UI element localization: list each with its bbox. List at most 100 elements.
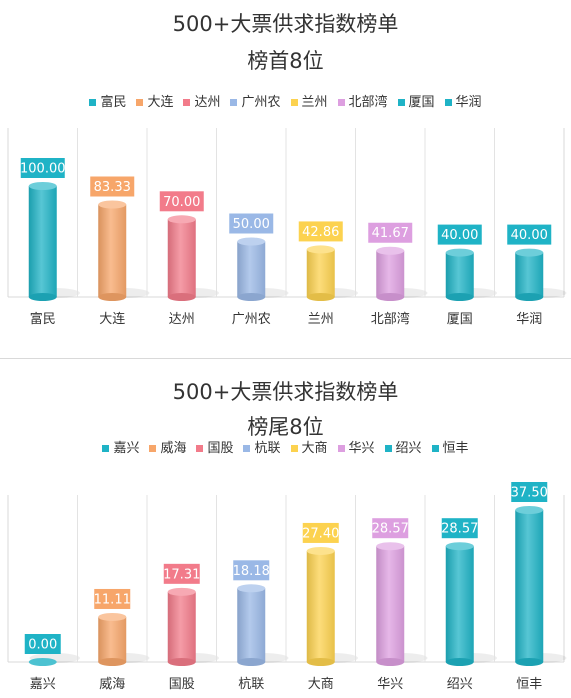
bar-top — [445, 248, 474, 257]
legend-item: 大商 — [290, 437, 328, 456]
category-label: 国股 — [169, 677, 195, 692]
bar-top — [306, 546, 335, 555]
legend-item: 富民 — [89, 91, 126, 110]
legend-swatch — [196, 445, 204, 452]
bar-base — [445, 293, 474, 301]
bar — [376, 546, 405, 662]
legend-swatch — [149, 445, 157, 452]
legend-label: 厦国 — [408, 95, 435, 110]
bar-top — [515, 506, 544, 514]
data-label-box — [507, 224, 552, 245]
data-label: 70.00 — [163, 195, 200, 210]
chart-bottom-subtitle: 榜尾8位 — [247, 415, 324, 439]
category-label: 恒丰 — [516, 677, 542, 692]
data-label: 37.50 — [511, 486, 548, 501]
legend-item: 大连 — [136, 91, 173, 110]
category-label: 北部湾 — [371, 311, 410, 327]
bar — [445, 252, 474, 297]
legend-swatch — [102, 445, 110, 452]
data-label: 28.57 — [441, 522, 478, 537]
bar — [98, 204, 127, 297]
data-label: 0.00 — [28, 638, 57, 653]
data-label: 50.00 — [233, 217, 270, 232]
legend-label: 国股 — [207, 441, 234, 456]
bar-top — [167, 215, 196, 224]
data-label: 17.31 — [163, 567, 200, 582]
legend-swatch — [89, 99, 97, 106]
bar-base — [167, 293, 196, 301]
bar — [515, 252, 544, 297]
data-label: 40.00 — [511, 228, 548, 243]
bar-top — [98, 200, 127, 209]
legend-swatch — [230, 99, 238, 106]
legend-item: 华兴 — [337, 437, 375, 456]
data-label-box — [298, 221, 343, 242]
legend-item: 达州 — [183, 91, 220, 110]
chart-bottom-title: 500+大票供求指数榜单 — [172, 380, 399, 404]
category-label: 华兴 — [377, 677, 403, 692]
legend-label: 达州 — [194, 95, 221, 110]
data-label: 83.33 — [94, 180, 131, 195]
category-label: 华润 — [516, 312, 542, 327]
bar — [237, 588, 266, 662]
category-label: 富民 — [30, 311, 56, 327]
legend-swatch — [337, 445, 345, 452]
data-label-box — [159, 191, 204, 212]
category-label: 绍兴 — [447, 677, 473, 692]
bar-base — [237, 293, 266, 301]
bar — [306, 249, 335, 297]
legend-label: 兰州 — [301, 95, 328, 110]
legend-label: 大商 — [301, 441, 328, 456]
bar — [445, 546, 474, 662]
legend-item: 华润 — [444, 91, 482, 110]
data-label-box — [368, 222, 413, 243]
legend-item: 厦国 — [397, 91, 435, 110]
data-label-box — [163, 563, 200, 584]
data-label-box — [302, 522, 339, 543]
category-label: 杭联 — [238, 677, 264, 692]
bar-top — [237, 237, 266, 246]
chart-top-title: 500+大票供求指数榜单 — [172, 12, 399, 36]
legend-label: 富民 — [100, 95, 127, 110]
category-label: 达州 — [169, 312, 195, 327]
legend-swatch — [136, 99, 144, 106]
bar — [167, 219, 196, 297]
category-label: 大连 — [99, 311, 125, 327]
bar-base — [515, 658, 544, 666]
legend-swatch — [431, 445, 439, 452]
bar — [515, 510, 544, 662]
legend-item: 兰州 — [290, 91, 328, 110]
legend-item: 恒丰 — [431, 437, 469, 456]
category-label: 厦国 — [447, 312, 473, 327]
data-label: 28.57 — [372, 522, 409, 537]
bar — [28, 658, 57, 666]
data-label-box — [94, 588, 131, 609]
legend-swatch — [290, 445, 298, 452]
legend-item: 威海 — [149, 437, 186, 456]
data-label: 42.86 — [302, 225, 339, 240]
data-label: 100.00 — [20, 162, 66, 177]
data-label-box — [372, 518, 409, 539]
bar — [237, 241, 266, 297]
legend-swatch — [384, 445, 392, 452]
bar — [98, 616, 127, 662]
legend-label: 华润 — [455, 95, 482, 110]
bar-top — [237, 584, 266, 593]
data-label: 18.18 — [233, 564, 270, 579]
chart-top-subtitle: 榜首8位 — [247, 49, 324, 73]
bar-base — [98, 293, 127, 301]
data-label-box — [20, 158, 65, 178]
legend-item: 绍兴 — [384, 437, 422, 456]
data-label-box — [511, 482, 548, 502]
legend-item: 嘉兴 — [102, 437, 139, 456]
chart-top-legend: 富民 大连 达州 广州农 兰州 北部湾 厦国 华润 — [0, 91, 571, 110]
category-label: 威海 — [99, 677, 125, 692]
category-label: 嘉兴 — [30, 677, 56, 692]
bar-base — [167, 658, 196, 666]
bar-top — [376, 542, 405, 551]
bar-base — [376, 658, 405, 666]
data-label-box — [90, 176, 135, 197]
legend-swatch — [444, 99, 452, 106]
data-label-box — [441, 518, 478, 539]
legend-label: 威海 — [160, 441, 187, 456]
